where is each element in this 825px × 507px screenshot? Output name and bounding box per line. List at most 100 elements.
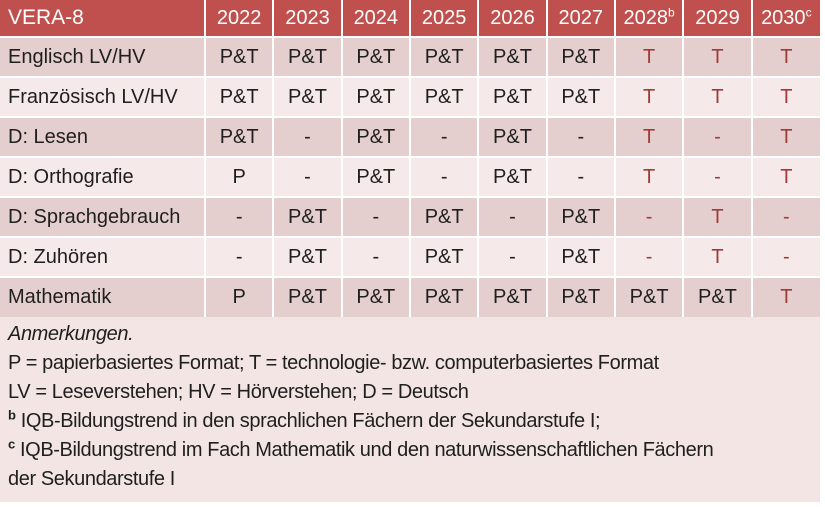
table-row-mathematik: Mathematik P P&T P&T P&T P&T P&T P&T P&T… bbox=[0, 276, 820, 317]
table-body: Englisch LV/HV P&T P&T P&T P&T P&T P&T T… bbox=[0, 36, 820, 317]
cell: P&T bbox=[272, 276, 343, 317]
cell: T bbox=[682, 236, 753, 278]
cell: T bbox=[682, 36, 753, 78]
cell: T bbox=[750, 116, 820, 158]
notes-section: Anmerkungen. P = papierbasiertes Format;… bbox=[0, 317, 820, 502]
year-header-2025: 2025 bbox=[408, 0, 480, 38]
table-header: VERA-8 2022 2023 2024 2025 2026 2027 202… bbox=[0, 0, 820, 38]
cell: T bbox=[682, 76, 753, 118]
cell: P&T bbox=[477, 116, 548, 158]
year-label: 2023 bbox=[285, 6, 330, 29]
row-label: D: Sprachgebrauch bbox=[0, 196, 206, 238]
cell: - bbox=[340, 236, 411, 278]
row-label: Französisch LV/HV bbox=[0, 76, 206, 118]
cell: P&T bbox=[545, 76, 616, 118]
footnote-b-marker: b bbox=[8, 407, 16, 423]
cell: T bbox=[750, 276, 820, 317]
cell: P&T bbox=[408, 196, 480, 238]
cell: P&T bbox=[340, 76, 411, 118]
table-row-englisch: Englisch LV/HV P&T P&T P&T P&T P&T P&T T… bbox=[0, 36, 820, 78]
footnote-b: b IQB-Bildungstrend in den sprachlichen … bbox=[8, 407, 812, 436]
cell: P&T bbox=[545, 236, 616, 278]
cell: P&T bbox=[477, 156, 548, 198]
cell: P&T bbox=[340, 276, 411, 317]
cell: T bbox=[613, 36, 685, 78]
year-footnote-marker: b bbox=[668, 4, 675, 19]
cell: - bbox=[750, 196, 820, 238]
row-label: D: Zuhören bbox=[0, 236, 206, 278]
year-label: 2024 bbox=[353, 6, 399, 29]
cell: P&T bbox=[545, 276, 616, 317]
table-row-d-orthografie: D: Orthografie P - P&T - P&T - T - T bbox=[0, 156, 820, 198]
vera8-schedule-table: VERA-8 2022 2023 2024 2025 2026 2027 202… bbox=[0, 0, 820, 317]
year-label: 2027 bbox=[558, 6, 604, 29]
footnote-c-marker: c bbox=[8, 436, 15, 452]
cell: P&T bbox=[682, 276, 753, 317]
cell: - bbox=[613, 196, 685, 238]
cell: P&T bbox=[272, 236, 343, 278]
header-row: VERA-8 2022 2023 2024 2025 2026 2027 202… bbox=[0, 0, 820, 38]
cell: - bbox=[203, 236, 275, 278]
cell: P&T bbox=[340, 116, 411, 158]
note-abbreviation-legend: LV = Leseverstehen; HV = Hörverstehen; D… bbox=[8, 381, 469, 403]
table-row-d-zuhoeren: D: Zuhören - P&T - P&T - P&T - T - bbox=[0, 236, 820, 278]
cell: - bbox=[408, 156, 480, 198]
table-row-franzoesisch: Französisch LV/HV P&T P&T P&T P&T P&T P&… bbox=[0, 76, 820, 118]
cell: P bbox=[203, 276, 275, 317]
cell: P bbox=[203, 156, 275, 198]
row-label: Englisch LV/HV bbox=[0, 36, 206, 78]
cell: - bbox=[545, 156, 616, 198]
cell: P&T bbox=[408, 276, 480, 317]
year-header-2024: 2024 bbox=[340, 0, 411, 38]
notes-heading: Anmerkungen. bbox=[8, 323, 134, 345]
cell: P&T bbox=[272, 196, 343, 238]
year-label: 2030 bbox=[761, 6, 806, 29]
cell: T bbox=[613, 156, 685, 198]
cell: P&T bbox=[340, 36, 411, 78]
year-header-2022: 2022 bbox=[203, 0, 275, 38]
cell: - bbox=[272, 116, 343, 158]
cell: P&T bbox=[272, 76, 343, 118]
year-label: 2022 bbox=[216, 6, 262, 29]
year-footnote-marker: c bbox=[805, 4, 812, 19]
year-header-2029: 2029 bbox=[682, 0, 753, 38]
cell: - bbox=[682, 156, 753, 198]
footnote-b-text: IQB-Bildungstrend in den sprachlichen Fä… bbox=[20, 410, 601, 432]
cell: - bbox=[272, 156, 343, 198]
cell: P&T bbox=[272, 36, 343, 78]
table-title: VERA-8 bbox=[0, 0, 206, 38]
year-header-2026: 2026 bbox=[477, 0, 548, 38]
cell: P&T bbox=[477, 276, 548, 317]
cell: - bbox=[545, 116, 616, 158]
cell: P&T bbox=[545, 196, 616, 238]
table-row-d-lesen: D: Lesen P&T - P&T - P&T - T - T bbox=[0, 116, 820, 158]
note-format-legend: P = papierbasiertes Format; T = technolo… bbox=[8, 352, 659, 374]
cell: - bbox=[477, 236, 548, 278]
row-label: D: Orthografie bbox=[0, 156, 206, 198]
cell: - bbox=[203, 196, 275, 238]
footnote-c: c IQB-Bildungstrend im Fach Mathematik u… bbox=[8, 436, 738, 494]
year-header-2023: 2023 bbox=[272, 0, 343, 38]
cell: - bbox=[750, 236, 820, 278]
year-header-2027: 2027 bbox=[545, 0, 616, 38]
cell: P&T bbox=[545, 36, 616, 78]
cell: T bbox=[613, 116, 685, 158]
cell: T bbox=[750, 156, 820, 198]
row-label: Mathematik bbox=[0, 276, 206, 317]
cell: T bbox=[682, 196, 753, 238]
cell: P&T bbox=[408, 76, 480, 118]
cell: P&T bbox=[203, 36, 275, 78]
year-label: 2025 bbox=[421, 6, 467, 29]
year-label: 2029 bbox=[695, 6, 740, 29]
cell: T bbox=[613, 76, 685, 118]
cell: P&T bbox=[477, 76, 548, 118]
cell: P&T bbox=[613, 276, 685, 317]
cell: P&T bbox=[203, 116, 275, 158]
cell: - bbox=[408, 116, 480, 158]
table-row-d-sprachgebrauch: D: Sprachgebrauch - P&T - P&T - P&T - T … bbox=[0, 196, 820, 238]
year-header-2030: 2030c bbox=[750, 0, 820, 38]
cell: P&T bbox=[477, 36, 548, 78]
cell: P&T bbox=[340, 156, 411, 198]
cell: - bbox=[340, 196, 411, 238]
